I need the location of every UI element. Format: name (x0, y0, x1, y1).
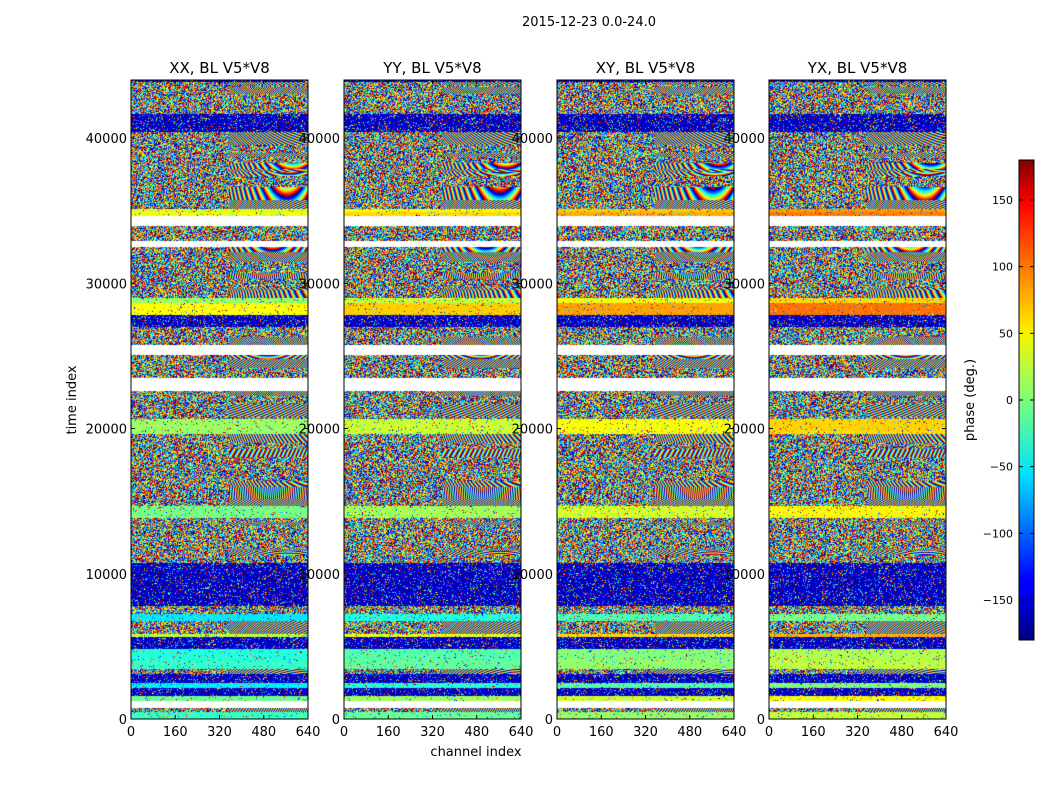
panel-title-2: YY, BL V5*V8 (382, 59, 481, 77)
panels-layer: XX, BL V5*V8 0 160 320 480 640 0 10000 20000 3000… (86, 59, 959, 740)
panel-2: YY, BL V5*V8 0 160 320 480 640 0 10000 20000 3000… (299, 59, 534, 740)
panel-title-4: YX, BL V5*V8 (807, 59, 908, 77)
panel-4: YX, BL V5*V8 0 160 320 480 640 0 10000 20000 3000… (724, 59, 959, 740)
y-tick-label-2-1: 10000 (299, 568, 340, 583)
colorbar: −150 −100 −50 0 50 100 150 (983, 159, 1035, 641)
y-tick-label-3-1: 10000 (512, 568, 553, 583)
y-tick-label-4-1: 10000 (724, 568, 765, 583)
heatmap-image-4 (769, 80, 946, 719)
y-tick-label-4-2: 20000 (724, 423, 765, 438)
x-axis-label: channel index (430, 745, 521, 760)
x-tick-label-4-4: 640 (934, 725, 959, 740)
x-tick-label-3-1: 160 (589, 725, 614, 740)
x-tick-label-4-2: 320 (845, 725, 870, 740)
x-tick-label-4-3: 480 (889, 725, 914, 740)
panel-1: XX, BL V5*V8 0 160 320 480 640 0 10000 20000 3000… (86, 59, 321, 740)
y-tick-label-3-4: 40000 (512, 132, 553, 147)
y-tick-label-3-2: 20000 (512, 423, 553, 438)
x-tick-label-3-0: 0 (553, 725, 561, 740)
colorbar-tick-label-0: −150 (983, 594, 1013, 607)
heatmap-image-3 (557, 80, 734, 719)
heatmap-image-2 (344, 80, 521, 719)
x-tick-label-1-1: 160 (163, 725, 188, 740)
y-tick-label-2-4: 40000 (299, 132, 340, 147)
y-tick-label-1-2: 20000 (86, 423, 127, 438)
x-tick-label-3-3: 480 (677, 725, 702, 740)
y-tick-label-2-2: 20000 (299, 423, 340, 438)
x-tick-label-4-1: 160 (801, 725, 826, 740)
x-tick-label-3-4: 640 (722, 725, 747, 740)
heatmap-image-1 (131, 80, 308, 719)
x-tick-label-1-4: 640 (296, 725, 321, 740)
x-tick-label-2-4: 640 (509, 725, 534, 740)
y-tick-label-3-0: 0 (545, 713, 553, 728)
x-tick-label-1-2: 320 (207, 725, 232, 740)
colorbar-tick-label-3: 0 (1006, 394, 1013, 407)
x-tick-label-1-3: 480 (251, 725, 276, 740)
panel-title-1: XX, BL V5*V8 (169, 59, 270, 77)
x-tick-label-2-2: 320 (420, 725, 445, 740)
colorbar-tick-label-4: 50 (999, 327, 1013, 340)
y-tick-label-2-3: 30000 (299, 277, 340, 292)
colorbar-label: phase (deg.) (963, 359, 978, 441)
y-tick-label-4-3: 30000 (724, 277, 765, 292)
y-axis-label: time index (65, 365, 80, 434)
x-tick-label-2-0: 0 (340, 725, 348, 740)
y-tick-label-1-3: 30000 (86, 277, 127, 292)
y-tick-label-2-0: 0 (332, 713, 340, 728)
colorbar-tick-label-6: 150 (992, 194, 1013, 207)
y-tick-label-4-0: 0 (757, 713, 765, 728)
x-tick-label-4-0: 0 (765, 725, 773, 740)
panel-title-3: XY, BL V5*V8 (596, 59, 696, 77)
y-tick-label-1-4: 40000 (86, 132, 127, 147)
x-tick-label-2-1: 160 (376, 725, 401, 740)
colorbar-gradient (1019, 160, 1034, 640)
y-tick-label-4-4: 40000 (724, 132, 765, 147)
panel-3: XY, BL V5*V8 0 160 320 480 640 0 10000 20000 3000… (512, 59, 747, 740)
colorbar-tick-label-1: −100 (983, 527, 1013, 540)
y-tick-label-1-0: 0 (119, 713, 127, 728)
figure-suptitle: 2015-12-23 0.0-24.0 (522, 15, 656, 30)
colorbar-tick-label-5: 100 (992, 261, 1013, 274)
y-tick-label-3-3: 30000 (512, 277, 553, 292)
x-tick-label-2-3: 480 (464, 725, 489, 740)
colorbar-tick-label-2: −50 (990, 461, 1013, 474)
x-tick-label-3-2: 320 (633, 725, 658, 740)
y-tick-label-1-1: 10000 (86, 568, 127, 583)
x-tick-label-1-0: 0 (127, 725, 135, 740)
